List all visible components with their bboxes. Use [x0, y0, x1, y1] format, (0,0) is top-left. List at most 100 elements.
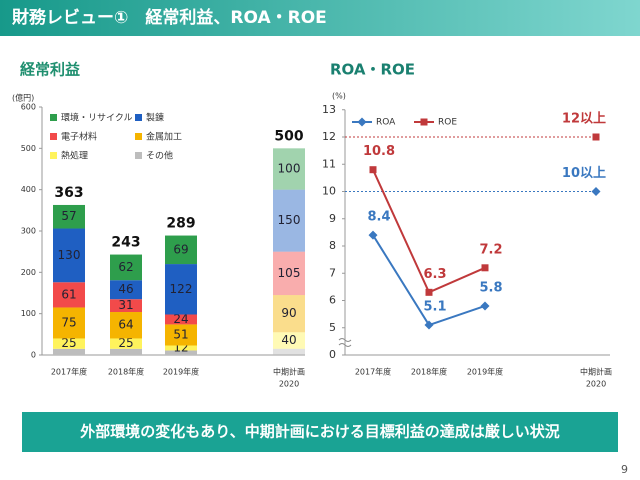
bar-segment — [273, 332, 305, 349]
point — [481, 264, 489, 272]
y-axis-label: (億円) — [12, 93, 34, 103]
bar-segment — [273, 348, 305, 355]
bar-segment — [110, 312, 142, 339]
bar-segment — [53, 348, 85, 355]
bar-segment — [165, 345, 197, 351]
target-label: 10以上 — [562, 166, 606, 181]
target-marker — [592, 133, 600, 141]
header-bar — [0, 0, 640, 36]
bar-segment — [110, 254, 142, 281]
y-tick-label: 0 — [31, 351, 36, 360]
page-number: 9 — [621, 463, 628, 476]
bar-segment — [165, 264, 197, 315]
data-label: 46 — [118, 282, 133, 296]
data-label: 90 — [281, 306, 296, 320]
legend-swatch — [135, 114, 142, 121]
bar-segment — [110, 338, 142, 349]
total-label: 363 — [54, 185, 83, 201]
x-tick-label: 中期計画 — [580, 367, 612, 377]
left-chart-title: 経常利益 — [20, 61, 80, 79]
data-label: 31 — [118, 298, 133, 312]
data-label: 64 — [118, 318, 133, 332]
data-label: 150 — [278, 213, 301, 227]
bar-segment — [165, 324, 197, 346]
data-label: 25 — [61, 336, 76, 350]
legend-marker — [420, 118, 428, 126]
data-label: 5.1 — [423, 300, 446, 315]
data-label: 130 — [58, 248, 81, 262]
data-label: 25 — [118, 336, 133, 350]
total-label: 243 — [111, 235, 140, 251]
legend-label: 環境・リサイクル — [61, 112, 133, 124]
bar-segment — [53, 338, 85, 349]
data-label: 40 — [281, 333, 296, 347]
target-label: 12以上 — [562, 112, 606, 127]
x-tick-label: 2020 — [279, 380, 299, 389]
y-tick-label: 400 — [21, 185, 36, 194]
y-tick-label: 10 — [322, 185, 336, 198]
legend-label: 電子材料 — [61, 131, 97, 143]
y-tick-label: 500 — [21, 144, 36, 153]
x-tick-label: 2017年度 — [51, 367, 87, 377]
y-axis-label: (%) — [332, 92, 346, 101]
data-label: 62 — [118, 260, 133, 274]
banner-box — [22, 412, 618, 452]
data-label: 69 — [173, 242, 188, 256]
bar-segment — [273, 251, 305, 296]
data-label: 100 — [278, 162, 301, 176]
point — [368, 230, 378, 240]
data-label: 105 — [278, 266, 301, 280]
y-tick-label: 11 — [322, 157, 336, 170]
point — [369, 166, 377, 174]
total-label: 500 — [274, 128, 303, 144]
bar-segment — [273, 295, 305, 333]
x-tick-label: 2018年度 — [108, 367, 144, 377]
bar-segment — [165, 350, 197, 355]
bar-segment — [53, 204, 85, 229]
bar-segment — [53, 307, 85, 339]
data-label: 122 — [170, 282, 193, 296]
data-label: 24 — [173, 312, 188, 326]
x-tick-label: 2020 — [586, 380, 606, 389]
data-label: 7.2 — [479, 242, 502, 257]
x-tick-label: 2019年度 — [467, 367, 503, 377]
y-tick-label: 8 — [329, 239, 336, 252]
legend-swatch — [135, 133, 142, 140]
point — [480, 301, 490, 311]
legend-marker — [357, 117, 367, 127]
data-label: 6.3 — [423, 267, 446, 282]
data-label: 57 — [61, 209, 76, 223]
x-tick-label: 2019年度 — [163, 367, 199, 377]
point — [424, 320, 434, 330]
right-chart-title: ROA・ROE — [330, 61, 415, 79]
legend-label: 熱処理 — [61, 150, 88, 162]
y-tick-label: 600 — [21, 103, 36, 112]
bar-segment — [53, 228, 85, 283]
y-tick-label: 100 — [21, 309, 36, 318]
header-title: 財務レビュー① 経常利益、ROA・ROE — [11, 7, 327, 28]
data-label: 75 — [61, 315, 76, 329]
legend-label: その他 — [146, 150, 173, 162]
legend-label: ROE — [438, 118, 457, 128]
total-label: 289 — [166, 216, 195, 232]
data-label: 8.4 — [367, 210, 390, 225]
y-tick-label: 0 — [329, 348, 336, 361]
legend-swatch — [135, 152, 142, 159]
data-label: 10.8 — [363, 144, 395, 159]
y-tick-label: 9 — [329, 212, 336, 225]
bar-segment — [110, 299, 142, 313]
y-tick-label: 300 — [21, 227, 36, 236]
target-marker — [591, 187, 601, 196]
y-tick-label: 200 — [21, 268, 36, 277]
legend-swatch — [50, 114, 57, 121]
x-tick-label: 2017年度 — [355, 367, 391, 377]
legend-swatch — [50, 152, 57, 159]
y-tick-label: 7 — [329, 266, 336, 279]
y-tick-label: 5 — [329, 321, 336, 334]
legend-swatch — [50, 133, 57, 140]
y-tick-label: 12 — [322, 130, 336, 143]
bar-segment — [110, 348, 142, 355]
data-label: 61 — [61, 287, 76, 301]
bar-segment — [165, 235, 197, 265]
